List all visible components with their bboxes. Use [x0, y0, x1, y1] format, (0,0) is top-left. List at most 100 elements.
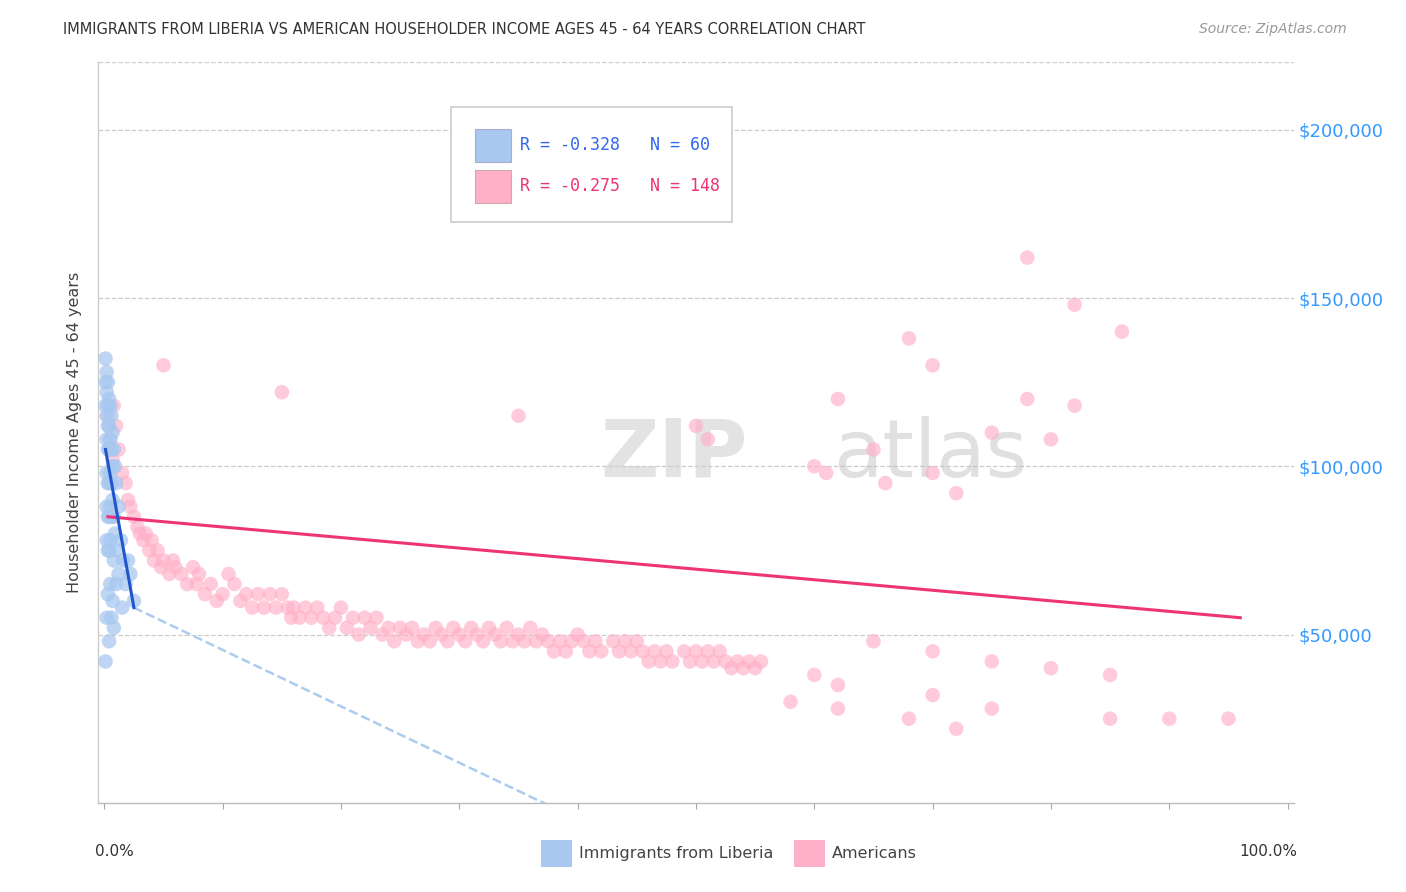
- Point: [803, 668, 825, 682]
- Point: [519, 621, 541, 635]
- Point: [98, 433, 121, 447]
- Point: [685, 644, 707, 658]
- Point: [146, 543, 169, 558]
- Point: [98, 466, 121, 480]
- Point: [157, 566, 180, 581]
- Point: [980, 701, 1002, 715]
- Bar: [475, 169, 510, 203]
- Point: [655, 644, 678, 658]
- Point: [460, 621, 482, 635]
- Point: [419, 634, 441, 648]
- Point: [330, 600, 353, 615]
- Point: [229, 594, 252, 608]
- Point: [815, 466, 838, 480]
- Point: [484, 627, 506, 641]
- Point: [897, 331, 920, 345]
- Point: [401, 621, 423, 635]
- Point: [138, 543, 160, 558]
- Point: [980, 655, 1002, 669]
- Point: [128, 526, 150, 541]
- Point: [98, 399, 121, 413]
- Point: [1063, 298, 1085, 312]
- Point: [96, 610, 118, 624]
- Point: [103, 553, 125, 567]
- Point: [644, 644, 666, 658]
- Point: [211, 587, 233, 601]
- Point: [98, 533, 121, 548]
- Point: [100, 442, 122, 457]
- Point: [111, 466, 134, 480]
- Point: [240, 600, 263, 615]
- Point: [1017, 251, 1039, 265]
- Point: [406, 634, 429, 648]
- Point: [1159, 712, 1181, 726]
- Y-axis label: Householder Income Ages 45 - 64 years: Householder Income Ages 45 - 64 years: [67, 272, 83, 593]
- Point: [862, 442, 884, 457]
- Point: [165, 560, 187, 574]
- Point: [495, 621, 517, 635]
- Point: [661, 655, 683, 669]
- Point: [714, 655, 737, 669]
- Point: [513, 634, 536, 648]
- Point: [620, 644, 643, 658]
- Point: [567, 627, 589, 641]
- Point: [205, 594, 228, 608]
- Point: [98, 392, 121, 406]
- Point: [478, 621, 501, 635]
- Point: [135, 526, 157, 541]
- Point: [97, 418, 120, 433]
- Point: [425, 621, 447, 635]
- Point: [1099, 668, 1122, 682]
- Point: [103, 621, 125, 635]
- Point: [188, 566, 211, 581]
- Point: [96, 365, 118, 379]
- Point: [561, 634, 583, 648]
- Point: [162, 553, 184, 567]
- Point: [127, 520, 149, 534]
- Point: [96, 533, 118, 548]
- Point: [436, 634, 458, 648]
- Point: [114, 577, 136, 591]
- Point: [96, 385, 118, 400]
- Point: [104, 459, 127, 474]
- Point: [98, 577, 121, 591]
- Point: [412, 627, 434, 641]
- Point: [360, 621, 382, 635]
- Point: [176, 577, 198, 591]
- Point: [103, 442, 125, 457]
- Point: [709, 644, 731, 658]
- Point: [97, 442, 120, 457]
- Point: [441, 621, 464, 635]
- Point: [107, 566, 129, 581]
- Point: [696, 433, 718, 447]
- Point: [101, 452, 124, 467]
- Text: ZIP: ZIP: [600, 416, 748, 494]
- Point: [107, 442, 129, 457]
- Point: [235, 587, 257, 601]
- Point: [283, 600, 305, 615]
- Point: [98, 442, 121, 457]
- Point: [389, 621, 412, 635]
- Text: 100.0%: 100.0%: [1239, 844, 1298, 858]
- Point: [578, 644, 600, 658]
- Point: [465, 627, 488, 641]
- Point: [614, 634, 637, 648]
- Point: [703, 655, 725, 669]
- Text: 0.0%: 0.0%: [94, 844, 134, 858]
- Point: [554, 644, 576, 658]
- Point: [101, 459, 124, 474]
- Point: [307, 600, 329, 615]
- Point: [543, 644, 565, 658]
- Point: [980, 425, 1002, 440]
- Point: [186, 577, 208, 591]
- Point: [602, 634, 624, 648]
- Point: [141, 533, 163, 548]
- FancyBboxPatch shape: [451, 107, 733, 221]
- Point: [720, 661, 742, 675]
- Point: [105, 418, 128, 433]
- Point: [1039, 433, 1062, 447]
- Point: [508, 409, 530, 423]
- Point: [548, 634, 571, 648]
- Point: [299, 610, 322, 624]
- Point: [105, 543, 128, 558]
